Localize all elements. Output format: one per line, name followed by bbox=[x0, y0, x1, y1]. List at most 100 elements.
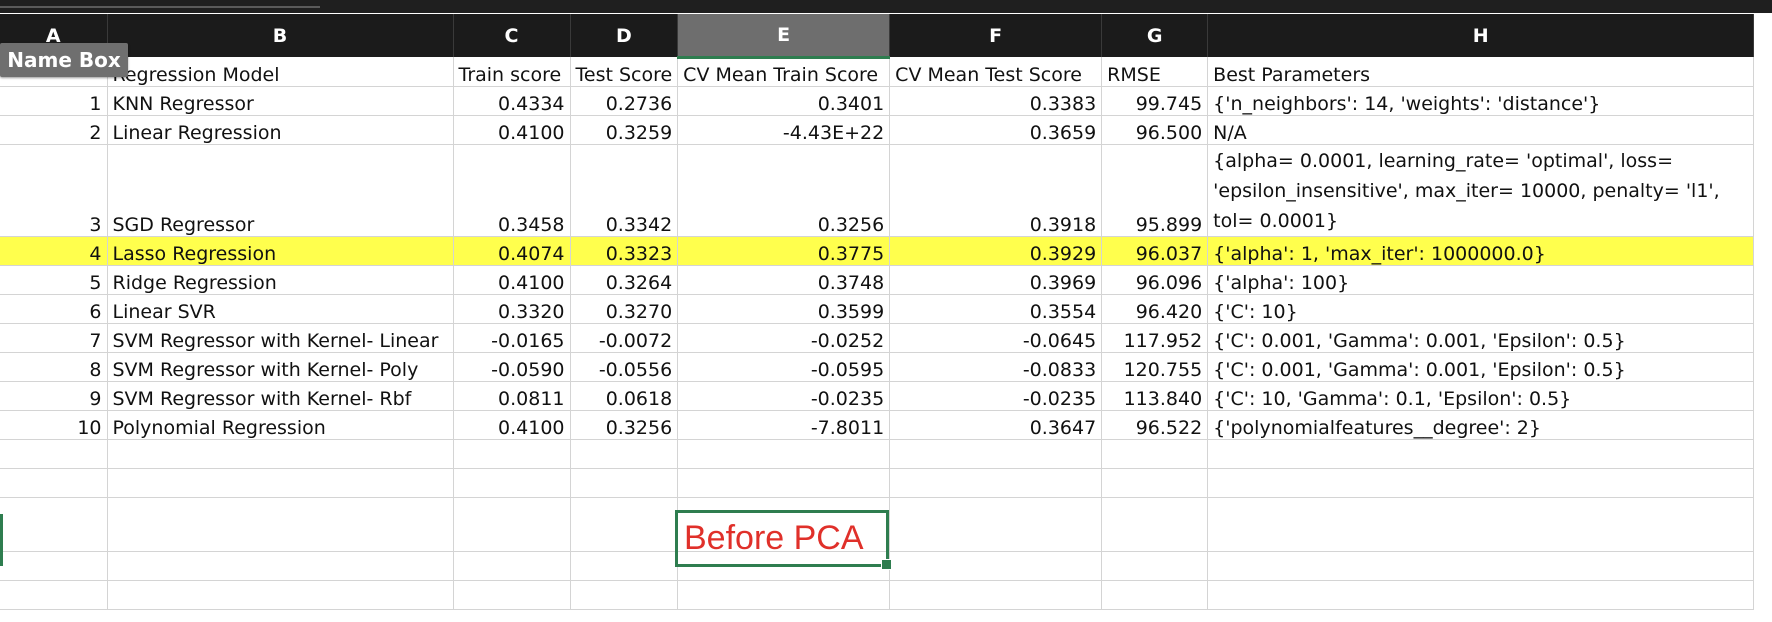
cell[interactable]: 0.4334 bbox=[453, 86, 571, 116]
empty-cell[interactable] bbox=[677, 439, 891, 469]
column-header-h[interactable]: H bbox=[1207, 14, 1755, 57]
empty-cell[interactable] bbox=[889, 468, 1103, 498]
empty-cell[interactable] bbox=[889, 439, 1103, 469]
empty-cell[interactable] bbox=[1101, 497, 1209, 552]
cell[interactable]: SGD Regressor bbox=[107, 144, 454, 237]
cell[interactable]: 96.037 bbox=[1101, 236, 1209, 266]
column-header-d[interactable]: D bbox=[570, 14, 679, 57]
empty-cell[interactable] bbox=[889, 580, 1103, 610]
cell[interactable]: 96.096 bbox=[1101, 265, 1209, 295]
empty-cell[interactable] bbox=[1207, 497, 1755, 552]
empty-cell[interactable] bbox=[677, 497, 891, 552]
column-header-b[interactable]: B bbox=[107, 14, 454, 57]
cell[interactable]: -0.0235 bbox=[677, 381, 891, 411]
cell[interactable]: 0.3256 bbox=[677, 144, 891, 237]
empty-cell[interactable] bbox=[1101, 439, 1209, 469]
empty-cell[interactable] bbox=[453, 439, 571, 469]
empty-cell[interactable] bbox=[1101, 468, 1209, 498]
cell[interactable]: RMSE bbox=[1101, 57, 1209, 87]
cell[interactable]: 0.3323 bbox=[570, 236, 679, 266]
selected-cell[interactable]: Before PCA bbox=[675, 510, 892, 570]
empty-cell[interactable] bbox=[453, 468, 571, 498]
cell[interactable]: 0.4100 bbox=[453, 115, 571, 145]
cell[interactable]: 99.745 bbox=[1101, 86, 1209, 116]
empty-cell[interactable] bbox=[1207, 468, 1755, 498]
cell[interactable]: 96.420 bbox=[1101, 294, 1209, 324]
column-header-g[interactable]: G bbox=[1101, 14, 1209, 57]
cell[interactable]: 0.2736 bbox=[570, 86, 679, 116]
cell[interactable]: 10 bbox=[0, 410, 108, 440]
cell[interactable]: 0.3458 bbox=[453, 144, 571, 237]
cell[interactable]: 0.3748 bbox=[677, 265, 891, 295]
cell[interactable]: 117.952 bbox=[1101, 323, 1209, 353]
cell[interactable]: {'alpha': 1, 'max_iter': 1000000.0} bbox=[1207, 236, 1755, 266]
cell[interactable]: -0.0556 bbox=[570, 352, 679, 382]
cell[interactable]: 8 bbox=[0, 352, 108, 382]
cell[interactable]: 95.899 bbox=[1101, 144, 1209, 237]
cell[interactable]: 0.3383 bbox=[889, 86, 1103, 116]
empty-cell[interactable] bbox=[1207, 439, 1755, 469]
cell[interactable]: 6 bbox=[0, 294, 108, 324]
cell[interactable]: Lasso Regression bbox=[107, 236, 454, 266]
empty-cell[interactable] bbox=[570, 468, 679, 498]
empty-cell[interactable] bbox=[889, 551, 1103, 581]
empty-cell[interactable] bbox=[0, 580, 108, 610]
cell[interactable]: 0.3320 bbox=[453, 294, 571, 324]
column-header-e[interactable]: E bbox=[677, 14, 891, 59]
cell[interactable]: SVM Regressor with Kernel- Linear bbox=[107, 323, 454, 353]
cell[interactable]: 0.3259 bbox=[570, 115, 679, 145]
cell[interactable]: {'C': 10} bbox=[1207, 294, 1755, 324]
cell[interactable]: 0.3342 bbox=[570, 144, 679, 237]
empty-cell[interactable] bbox=[1207, 551, 1755, 581]
cell[interactable]: -4.43E+22 bbox=[677, 115, 891, 145]
cell[interactable]: CV Mean Test Score bbox=[889, 57, 1103, 87]
cell[interactable]: Polynomial Regression bbox=[107, 410, 454, 440]
empty-cell[interactable] bbox=[1101, 551, 1209, 581]
cell[interactable]: 0.0618 bbox=[570, 381, 679, 411]
cell[interactable]: 0.4074 bbox=[453, 236, 571, 266]
cell[interactable]: 3 bbox=[0, 144, 108, 237]
empty-cell[interactable] bbox=[1207, 580, 1755, 610]
column-header-f[interactable]: F bbox=[889, 14, 1103, 57]
cell[interactable]: 0.4100 bbox=[453, 265, 571, 295]
cell[interactable]: N/A bbox=[1207, 115, 1755, 145]
empty-cell[interactable] bbox=[107, 551, 454, 581]
empty-cell[interactable] bbox=[0, 551, 108, 581]
cell[interactable]: -0.0235 bbox=[889, 381, 1103, 411]
cell[interactable]: 2 bbox=[0, 115, 108, 145]
cell[interactable]: {'polynomialfeatures__degree': 2} bbox=[1207, 410, 1755, 440]
cell[interactable]: 96.500 bbox=[1101, 115, 1209, 145]
empty-cell[interactable] bbox=[0, 439, 108, 469]
cell[interactable]: -0.0590 bbox=[453, 352, 571, 382]
cell[interactable]: Linear SVR bbox=[107, 294, 454, 324]
empty-cell[interactable] bbox=[453, 580, 571, 610]
empty-cell[interactable] bbox=[889, 497, 1103, 552]
cell[interactable]: -0.0165 bbox=[453, 323, 571, 353]
cell[interactable]: 0.0811 bbox=[453, 381, 571, 411]
cell[interactable]: Best Parameters bbox=[1207, 57, 1755, 87]
empty-cell[interactable] bbox=[570, 497, 679, 552]
empty-cell[interactable] bbox=[570, 580, 679, 610]
empty-cell[interactable] bbox=[107, 468, 454, 498]
cell[interactable]: 0.3775 bbox=[677, 236, 891, 266]
cell[interactable]: SVM Regressor with Kernel- Poly bbox=[107, 352, 454, 382]
cell[interactable]: {'alpha': 100} bbox=[1207, 265, 1755, 295]
cell[interactable]: -0.0595 bbox=[677, 352, 891, 382]
cell[interactable]: KNN Regressor bbox=[107, 86, 454, 116]
cell[interactable]: 0.3599 bbox=[677, 294, 891, 324]
cell[interactable]: CV Mean Train Score bbox=[677, 57, 891, 87]
cell[interactable]: Linear Regression bbox=[107, 115, 454, 145]
cell[interactable]: 0.4100 bbox=[453, 410, 571, 440]
cell[interactable]: 5 bbox=[0, 265, 108, 295]
column-header-c[interactable]: C bbox=[453, 14, 571, 57]
empty-cell[interactable] bbox=[570, 551, 679, 581]
cell[interactable]: -7.8011 bbox=[677, 410, 891, 440]
cell[interactable]: 0.3969 bbox=[889, 265, 1103, 295]
empty-cell[interactable] bbox=[107, 580, 454, 610]
cell[interactable]: {alpha= 0.0001, learning_rate= 'optimal'… bbox=[1207, 144, 1755, 237]
empty-cell[interactable] bbox=[453, 551, 571, 581]
cell[interactable]: 0.3647 bbox=[889, 410, 1103, 440]
cell[interactable]: {'C': 0.001, 'Gamma': 0.001, 'Epsilon': … bbox=[1207, 323, 1755, 353]
cell[interactable]: 0.3929 bbox=[889, 236, 1103, 266]
cell[interactable]: Test Score bbox=[570, 57, 679, 87]
